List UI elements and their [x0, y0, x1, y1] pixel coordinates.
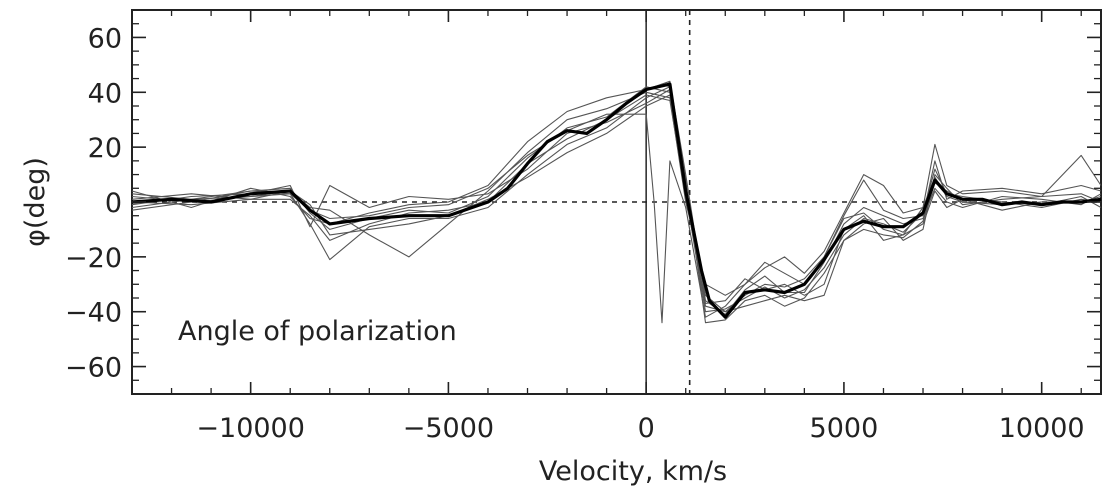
mean-series-group [131, 82, 1102, 319]
y-tick-label: 20 [88, 133, 122, 164]
y-tick-label: 0 [105, 188, 122, 219]
axis-ticks: −10000 −5000 0 5000 10000 −60 −40 −20 0 20 40 60 [65, 9, 1101, 444]
x-tick-label: −10000 [196, 413, 305, 444]
annotation-label: Angle of polarization [178, 316, 457, 347]
individual-series-group [131, 80, 1102, 324]
x-axis-title: Velocity, km/s [539, 456, 727, 487]
y-axis-title: φ(deg) [20, 157, 51, 247]
x-tick-label: 0 [638, 413, 655, 444]
y-tick-label: −60 [65, 353, 122, 384]
y-tick-label: 60 [88, 23, 122, 54]
individual-series-line-8 [131, 94, 1102, 313]
y-tick-label: 40 [88, 78, 122, 109]
x-tick-label: 10000 [999, 413, 1085, 444]
y-tick-label: −40 [65, 298, 122, 329]
y-tick-label: −20 [65, 243, 122, 274]
individual-series-line-7 [131, 113, 1102, 324]
x-tick-label: 5000 [810, 413, 879, 444]
x-tick-label: −5000 [403, 413, 494, 444]
individual-series-line-3 [131, 91, 1102, 296]
individual-series-line-6 [131, 94, 1102, 305]
mean-series-line [131, 82, 1102, 319]
individual-series-line-5 [131, 88, 1102, 313]
